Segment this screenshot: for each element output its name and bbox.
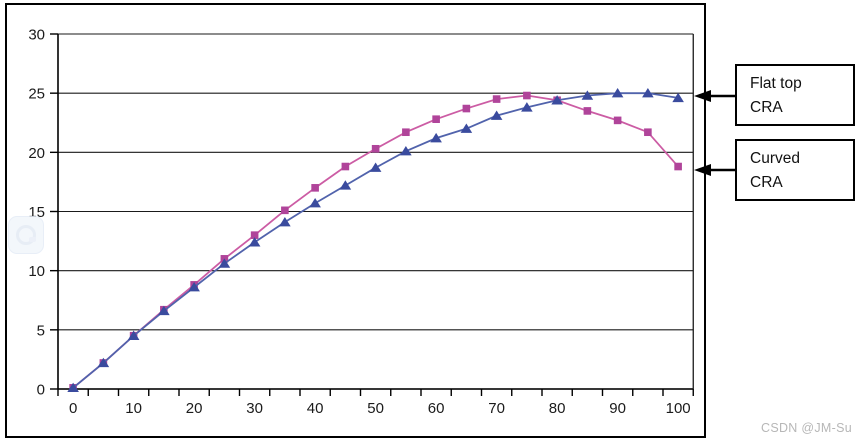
marker-triangle-flat-top-cra xyxy=(490,110,503,120)
y-tick-label: 20 xyxy=(28,145,45,162)
marker-square-curved-cra xyxy=(311,184,319,192)
chart-frame xyxy=(5,3,706,438)
arrow-head-left-icon xyxy=(694,164,711,176)
arrow-head-left-icon xyxy=(694,90,711,102)
marker-triangle-flat-top-cra xyxy=(218,258,231,268)
marker-square-curved-cra xyxy=(250,231,259,239)
marker-square-curved-cra xyxy=(613,116,622,125)
annotation-line: Curved xyxy=(750,150,800,167)
marker-triangle-flat-top-cra xyxy=(248,237,261,247)
marker-square-curved-cra xyxy=(281,206,289,215)
x-tick-label: 100 xyxy=(666,400,691,417)
marker-triangle-flat-top-cra xyxy=(672,92,684,103)
series-line-curved-cra xyxy=(72,94,679,389)
marker-triangle-flat-top-cra xyxy=(158,305,170,316)
logo-dot xyxy=(29,237,36,242)
annotation-box-curved-cra: Curved CRA xyxy=(735,139,855,201)
marker-triangle-flat-top-cra xyxy=(551,95,563,105)
x-tick-label: 30 xyxy=(246,400,263,417)
x-tick-label: 70 xyxy=(488,400,505,417)
marker-triangle-flat-top-cra xyxy=(369,162,382,172)
marker-square-curved-cra xyxy=(583,107,592,115)
marker-triangle-flat-top-cra xyxy=(67,382,79,393)
marker-triangle-flat-top-cra xyxy=(188,282,200,292)
annotation-line: CRA xyxy=(750,99,783,116)
annotation-line: Flat top xyxy=(750,75,802,92)
marker-triangle-flat-top-cra xyxy=(521,102,533,112)
y-tick-label: 30 xyxy=(28,27,45,44)
marker-triangle-flat-top-cra xyxy=(309,198,321,208)
marker-triangle-flat-top-cra xyxy=(430,132,442,143)
magnifier-icon xyxy=(16,225,36,245)
marker-triangle-flat-top-cra xyxy=(339,180,352,190)
x-tick-label: 80 xyxy=(549,400,566,417)
arrow-flat-top-cra xyxy=(694,90,735,102)
watermark-credit: CSDN @JM-Su xyxy=(761,421,852,435)
marker-square-curved-cra xyxy=(644,128,652,137)
x-tick-label: 10 xyxy=(125,400,142,417)
y-tick-label: 0 xyxy=(37,382,45,399)
y-tick-label: 10 xyxy=(28,263,45,280)
marker-triangle-flat-top-cra xyxy=(642,87,654,98)
marker-triangle-flat-top-cra xyxy=(460,123,473,133)
series-line-flat-top-cra xyxy=(72,92,679,389)
marker-triangle-flat-top-cra xyxy=(127,330,140,340)
marker-square-curved-cra xyxy=(462,104,471,113)
x-tick-label: 20 xyxy=(186,400,203,417)
marker-square-curved-cra xyxy=(674,162,682,171)
x-tick-label: 0 xyxy=(69,400,77,417)
x-tick-label: 60 xyxy=(428,400,445,417)
x-tick-label: 40 xyxy=(307,400,324,417)
arrow-curved-cra xyxy=(694,164,735,176)
x-tick-label: 90 xyxy=(609,400,626,417)
y-tick-label: 5 xyxy=(37,322,45,339)
marker-triangle-flat-top-cra xyxy=(611,87,624,98)
watermark-logo-icon xyxy=(8,216,44,254)
marker-triangle-flat-top-cra xyxy=(279,216,291,227)
marker-square-curved-cra xyxy=(523,91,531,100)
marker-triangle-flat-top-cra xyxy=(581,90,594,100)
marker-square-curved-cra xyxy=(432,115,440,123)
y-tick-label: 25 xyxy=(28,86,45,103)
marker-triangle-flat-top-cra xyxy=(400,145,412,156)
marker-square-curved-cra xyxy=(371,144,380,153)
marker-square-curved-cra xyxy=(402,128,410,137)
annotation-line: CRA xyxy=(750,174,783,191)
annotation-box-flat-top-cra: Flat top CRA xyxy=(735,64,855,126)
marker-square-curved-cra xyxy=(341,162,350,171)
x-tick-label: 50 xyxy=(367,400,384,417)
marker-triangle-flat-top-cra xyxy=(97,357,110,368)
marker-square-curved-cra xyxy=(492,95,501,103)
